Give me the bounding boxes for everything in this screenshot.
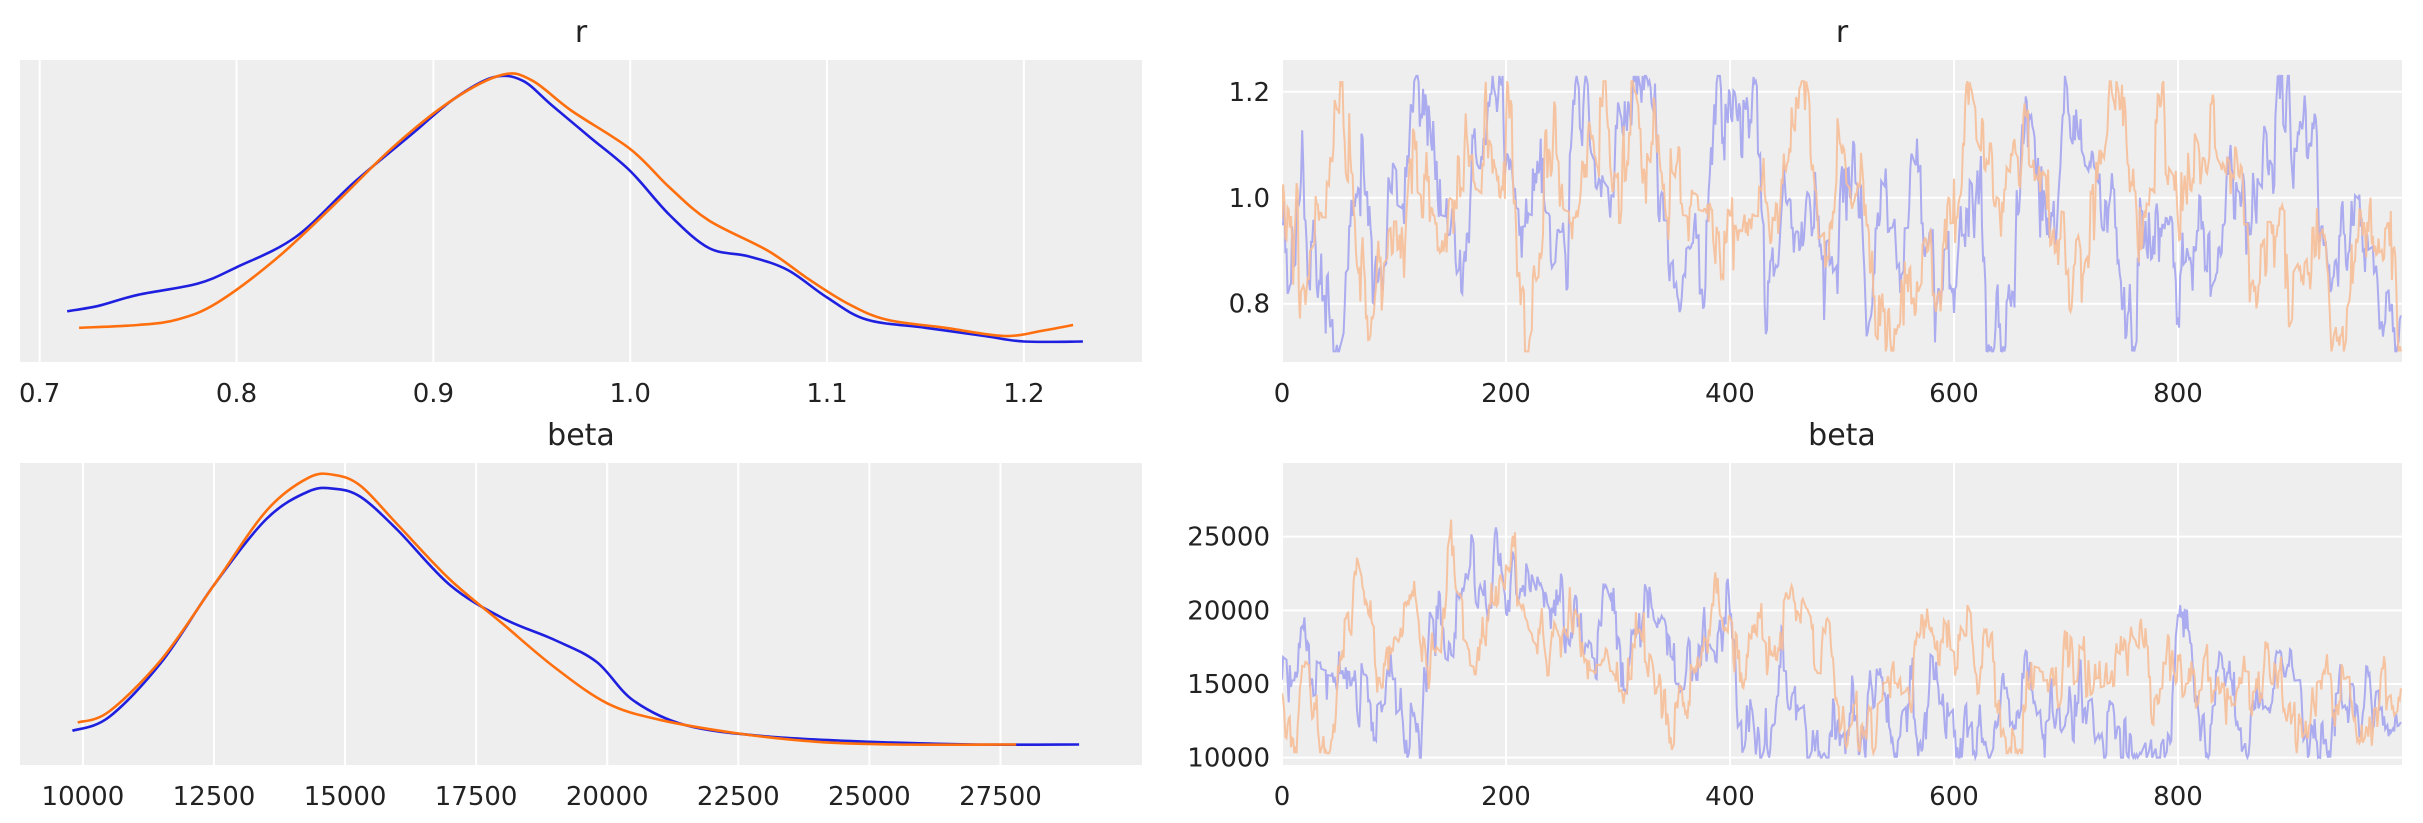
trace-line-chain-0 bbox=[1282, 74, 2402, 353]
kde-line-chain-1 bbox=[79, 72, 1074, 338]
kde-line-chain-0 bbox=[66, 74, 1083, 344]
x-tick-label: 0.8 bbox=[216, 379, 257, 409]
subplot-title: beta bbox=[547, 418, 615, 453]
plot-area bbox=[1282, 519, 2402, 762]
x-tick-label: 400 bbox=[1705, 379, 1755, 409]
subplot-4: 0 200 400 600 800 10000 15000 20000 25000 beta bbox=[1187, 418, 2402, 812]
subplot-title: r bbox=[1836, 15, 1849, 50]
x-tick-label: 0 bbox=[1274, 379, 1291, 409]
x-tick-label: 1.2 bbox=[1003, 379, 1044, 409]
x-tick-label: 800 bbox=[2153, 379, 2203, 409]
x-tick-label: 0.9 bbox=[413, 379, 454, 409]
y-tick-label: 1.2 bbox=[1229, 78, 1270, 108]
x-tick-label: 800 bbox=[2153, 782, 2203, 812]
plot-area bbox=[71, 472, 1080, 747]
x-tick-label: 600 bbox=[1929, 379, 1979, 409]
x-tick-label: 22500 bbox=[697, 782, 780, 812]
y-tick-label: 0.8 bbox=[1229, 290, 1270, 320]
x-tick-label: 10000 bbox=[42, 782, 125, 812]
y-tick-label: 1.0 bbox=[1229, 184, 1270, 214]
subplot-title: r bbox=[575, 15, 588, 50]
x-tick-label: 12500 bbox=[173, 782, 256, 812]
x-tick-label: 200 bbox=[1481, 782, 1531, 812]
x-tick-label: 200 bbox=[1481, 379, 1531, 409]
subplot-2: 0 200 400 600 800 0.8 1.0 1.2 r bbox=[1229, 15, 2402, 409]
y-tick-label: 15000 bbox=[1187, 670, 1270, 700]
x-tick-label: 0.7 bbox=[19, 379, 60, 409]
x-tick-label: 17500 bbox=[435, 782, 518, 812]
plot-area bbox=[66, 72, 1083, 344]
subplot-title: beta bbox=[1808, 418, 1876, 453]
y-tick-label: 25000 bbox=[1187, 523, 1270, 553]
trace-line-chain-1 bbox=[1282, 519, 2402, 757]
trace-line-chain-1 bbox=[1282, 80, 2402, 353]
kde-line-chain-1 bbox=[77, 472, 1017, 747]
y-tick-label: 10000 bbox=[1187, 744, 1270, 774]
x-tick-label: 1.1 bbox=[806, 379, 847, 409]
trace-line-chain-0 bbox=[1282, 527, 2402, 762]
x-tick-label: 400 bbox=[1705, 782, 1755, 812]
x-tick-label: 27500 bbox=[959, 782, 1042, 812]
subplot-1: 0.7 0.8 0.9 1.0 1.1 1.2 r bbox=[19, 15, 1142, 409]
plot-background bbox=[20, 463, 1142, 765]
plot-background bbox=[20, 60, 1142, 362]
x-tick-label: 25000 bbox=[828, 782, 911, 812]
plot-background bbox=[1282, 60, 2402, 362]
x-tick-label: 20000 bbox=[566, 782, 649, 812]
plot-area bbox=[1282, 74, 2402, 353]
x-tick-label: 15000 bbox=[304, 782, 387, 812]
y-tick-label: 20000 bbox=[1187, 596, 1270, 626]
x-tick-label: 600 bbox=[1929, 782, 1979, 812]
x-tick-label: 0 bbox=[1274, 782, 1291, 812]
x-tick-label: 1.0 bbox=[610, 379, 651, 409]
subplot-3: 10000 12500 15000 17500 20000 22500 25000 27500… bbox=[20, 418, 1142, 812]
